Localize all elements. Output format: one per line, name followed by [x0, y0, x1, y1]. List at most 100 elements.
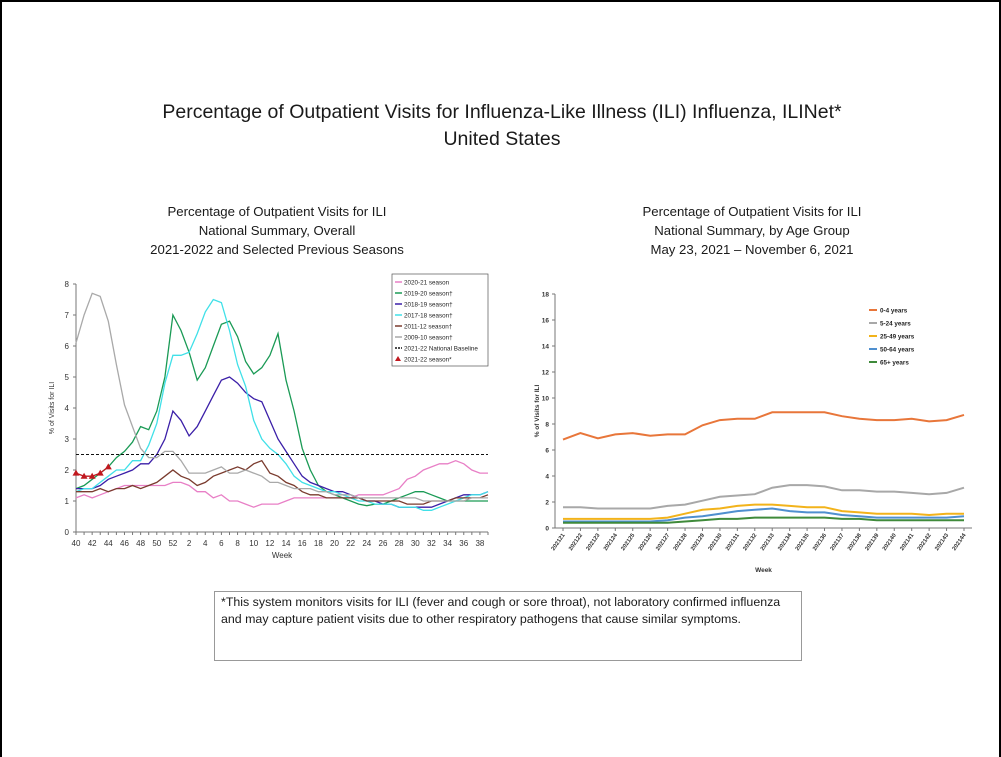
series-line-65-years: [563, 516, 964, 524]
x-tick-label: 202122: [568, 533, 584, 552]
x-tick-label: 202124: [603, 532, 619, 552]
y-tick-label: 6: [545, 448, 549, 455]
series-line-5-24-years: [563, 484, 965, 510]
x-tick-label: 202129: [690, 532, 706, 552]
x-tick-label: 16: [298, 539, 307, 548]
x-tick-label: 202127: [655, 533, 671, 552]
x-tick-label: 24: [362, 539, 371, 548]
legend-swatch: [395, 356, 401, 361]
legend-label-2011-12-season: 2011-12 season†: [404, 324, 453, 331]
series-line-2011-12-season: [76, 459, 489, 505]
overall-subtitle-line-2: National Summary, Overall: [198, 223, 356, 238]
x-tick-label: 36: [459, 539, 468, 548]
series-line-2019-20-season: [75, 312, 488, 507]
x-tick-label: 202126: [638, 532, 654, 552]
legend-label-2018-19-season: 2018-19 season†: [404, 302, 453, 309]
x-tick-label: 46: [120, 539, 129, 548]
age-group-chart-subtitle: Percentage of Outpatient Visits for ILI …: [572, 202, 932, 259]
x-tick-label: 48: [136, 539, 145, 548]
x-tick-label: 202139: [864, 532, 880, 552]
age-subtitle-line-2: National Summary, by Age Group: [654, 223, 850, 238]
overall-chart-subtitle: Percentage of Outpatient Visits for ILI …: [97, 202, 457, 259]
y-tick-label: 5: [65, 373, 70, 382]
overall-subtitle-line-1: Percentage of Outpatient Visits for ILI: [167, 204, 387, 219]
legend-label-2021-22-national-baseline: 2021-22 National Baseline: [404, 346, 478, 353]
x-tick-label: 202131: [725, 532, 741, 552]
legend-label-2017-18-season: 2017-18 season†: [404, 313, 453, 320]
x-tick-label: 202137: [830, 533, 846, 552]
x-tick-label: 202143: [934, 532, 950, 552]
y-tick-label: 1: [65, 497, 70, 506]
legend-label-0-4-years: 0-4 years: [880, 308, 908, 315]
x-tick-label: 10: [249, 539, 258, 548]
y-axis-label: % of Visits for ILI: [534, 385, 541, 438]
y-tick-label: 18: [542, 292, 550, 299]
series-line-2009-10-season: [75, 292, 488, 502]
page-title-line-2: United States: [443, 128, 561, 150]
x-tick-label: 202142: [917, 533, 933, 552]
x-tick-label: 202123: [585, 532, 601, 552]
series-line-2020-21-season: [75, 460, 488, 508]
y-tick-label: 16: [542, 318, 550, 325]
age-subtitle-line-3: May 23, 2021 – November 6, 2021: [650, 242, 854, 257]
overall-subtitle-line-3: 2021-2022 and Selected Previous Seasons: [150, 242, 404, 257]
y-axis-label: % of Visits for ILI: [49, 382, 56, 434]
series-point-2021-22-season: [80, 472, 88, 479]
series-line-2018-19-season: [76, 376, 489, 508]
x-tick-label: 202134: [777, 532, 793, 552]
y-tick-label: 2: [545, 500, 549, 507]
x-tick-label: 40: [72, 539, 81, 548]
legend-label-2009-10-season: 2009-10 season†: [404, 335, 453, 342]
x-tick-label: 202125: [620, 532, 636, 552]
series-line-25-49-years: [563, 503, 964, 520]
x-tick-label: 20: [330, 539, 339, 548]
series-point-2021-22-season: [72, 469, 80, 476]
y-tick-label: 0: [65, 528, 70, 537]
x-tick-label: 52: [168, 539, 177, 548]
x-tick-label: 30: [411, 539, 420, 548]
age-subtitle-line-1: Percentage of Outpatient Visits for ILI: [642, 204, 862, 219]
x-tick-label: 42: [88, 539, 97, 548]
y-tick-label: 10: [542, 396, 550, 403]
x-tick-label: 28: [395, 539, 404, 548]
footnote: *This system monitors visits for ILI (fe…: [214, 591, 802, 661]
x-tick-label: 18: [314, 539, 323, 548]
x-tick-label: 202140: [882, 533, 898, 552]
legend-label-25-49-years: 25-49 years: [880, 334, 915, 341]
series-line-50-64-years: [563, 507, 965, 523]
y-tick-label: 4: [65, 404, 70, 413]
y-tick-label: 3: [65, 435, 70, 444]
x-tick-label: 50: [152, 539, 161, 548]
x-tick-label: 4: [203, 539, 208, 548]
x-tick-label: 202144: [952, 532, 968, 552]
x-tick-label: 34: [443, 539, 452, 548]
series-point-2021-22-season: [104, 463, 112, 470]
x-axis-label: Week: [755, 567, 772, 574]
y-tick-label: 6: [65, 342, 70, 351]
x-tick-label: 14: [282, 539, 291, 548]
x-tick-label: 202121: [551, 532, 567, 552]
x-tick-label: 12: [265, 539, 274, 548]
x-tick-label: 202132: [742, 533, 758, 552]
x-tick-label: 22: [346, 539, 355, 548]
page-title-line-1: Percentage of Outpatient Visits for Infl…: [162, 101, 842, 123]
y-tick-label: 7: [65, 311, 70, 320]
x-tick-label: 8: [235, 539, 240, 548]
x-tick-label: 6: [219, 539, 224, 548]
x-tick-label: 202133: [760, 532, 776, 552]
y-tick-label: 8: [65, 280, 70, 289]
series-point-2021-22-season: [88, 472, 96, 479]
y-tick-label: 0: [545, 526, 549, 533]
y-tick-label: 2: [65, 466, 70, 475]
x-tick-label: 202130: [708, 533, 724, 552]
x-tick-label: 202128: [673, 532, 689, 552]
series-line-0-4-years: [562, 411, 965, 441]
legend-label-50-64-years: 50-64 years: [880, 347, 915, 354]
x-tick-label: 202136: [812, 532, 828, 552]
legend-box: [391, 273, 489, 367]
x-axis-label: Week: [272, 551, 293, 560]
x-tick-label: 38: [475, 539, 484, 548]
legend-label-2021-22-season: 2021-22 season*: [404, 357, 452, 364]
